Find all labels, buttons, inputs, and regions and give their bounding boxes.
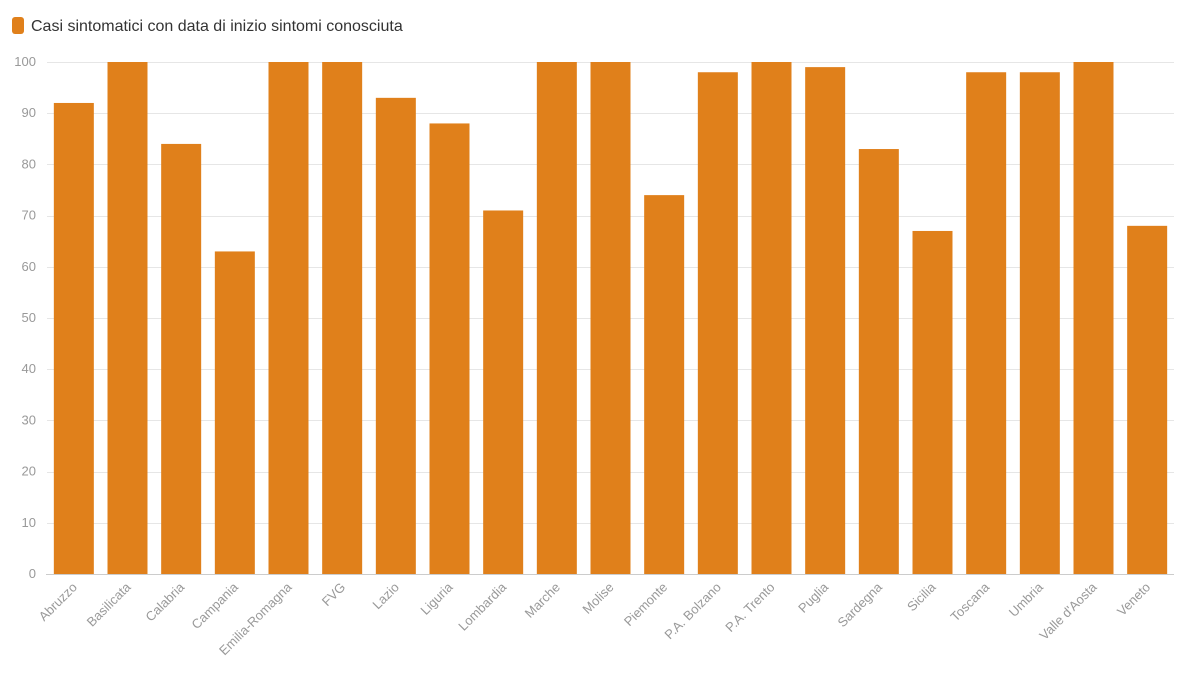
x-category-label: Toscana <box>947 579 992 624</box>
y-tick-label: 90 <box>22 105 36 120</box>
bar-campania[interactable] <box>214 251 255 574</box>
bar-calabria[interactable] <box>161 143 202 575</box>
x-category-label: Liguria <box>417 579 456 618</box>
bar-abruzzo[interactable] <box>53 102 94 575</box>
y-tick-label: 100 <box>14 54 36 69</box>
y-tick-label: 80 <box>22 156 36 171</box>
bar-valle-d-aosta[interactable] <box>1073 62 1114 574</box>
x-category-label: Campania <box>188 579 241 632</box>
bar-marche[interactable] <box>536 62 577 574</box>
bar-p-a-bolzano[interactable] <box>697 72 738 575</box>
x-category-label: Veneto <box>1114 580 1153 619</box>
bar-umbria[interactable] <box>1019 72 1060 575</box>
bar-liguria[interactable] <box>429 123 470 574</box>
x-category-label: Lombardia <box>455 579 510 634</box>
bar-lazio[interactable] <box>375 97 416 574</box>
legend: Casi sintomatici con data di inizio sint… <box>12 17 403 35</box>
legend-swatch <box>12 17 24 34</box>
x-category-label: Basilicata <box>84 579 134 629</box>
bar-emilia-romagna[interactable] <box>268 62 309 574</box>
y-tick-label: 10 <box>22 515 36 530</box>
bars <box>53 62 1168 575</box>
x-category-label: Molise <box>579 580 616 617</box>
bar-fvg[interactable] <box>322 62 363 574</box>
y-tick-label: 30 <box>22 412 36 427</box>
bar-lombardia[interactable] <box>483 210 524 575</box>
bar-puglia[interactable] <box>805 67 846 575</box>
x-category-label: Lazio <box>369 580 402 613</box>
y-tick-label: 40 <box>22 361 36 376</box>
x-category-label: P.A. Bolzano <box>661 580 724 643</box>
x-category-label: Marche <box>522 580 563 621</box>
y-tick-label: 60 <box>22 259 36 274</box>
x-category-label: Calabria <box>142 579 187 624</box>
y-tick-label: 70 <box>22 208 36 223</box>
x-category-label: Sicilia <box>904 579 939 614</box>
x-category-label: P.A. Trento <box>722 580 777 635</box>
bar-p-a-trento[interactable] <box>751 62 792 574</box>
bar-sicilia[interactable] <box>912 230 953 574</box>
bar-piemonte[interactable] <box>644 195 685 574</box>
bar-basilicata[interactable] <box>107 62 148 574</box>
legend-label: Casi sintomatici con data di inizio sint… <box>31 18 403 35</box>
y-tick-label: 20 <box>22 464 36 479</box>
y-tick-label: 50 <box>22 310 36 325</box>
x-category-label: Puglia <box>795 579 832 616</box>
x-category-label: Piemonte <box>621 580 670 629</box>
x-category-label: Sardegna <box>834 579 885 630</box>
y-axis-tick-labels: 0 10 20 30 40 50 60 70 80 90 100 <box>14 54 36 581</box>
bar-toscana[interactable] <box>966 72 1007 575</box>
x-category-label: FVG <box>319 580 349 610</box>
x-category-label: Valle d'Aosta <box>1036 579 1100 643</box>
y-tick-label: 0 <box>29 566 36 581</box>
bar-veneto[interactable] <box>1127 225 1168 574</box>
bar-sardegna[interactable] <box>858 149 899 575</box>
x-category-label: Umbria <box>1006 579 1047 620</box>
x-axis-category-labels: Abruzzo Basilicata Calabria CampaniaEmilia-… <box>36 579 1154 658</box>
bar-molise[interactable] <box>590 62 631 574</box>
x-category-label: Abruzzo <box>36 580 80 624</box>
